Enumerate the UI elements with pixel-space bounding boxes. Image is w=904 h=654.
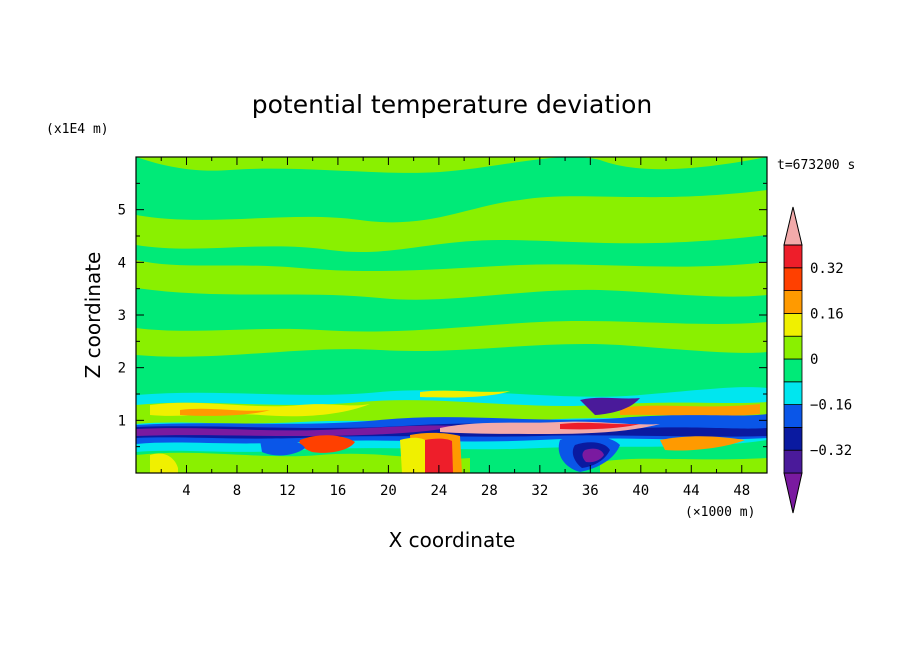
colorbar-extend-low: [783, 472, 803, 514]
x-tick-label: 48: [733, 483, 750, 499]
colorbar-tick-label: 0: [810, 352, 818, 368]
x-tick-label: 8: [233, 483, 241, 499]
colorbar-tick-label: 0.32: [810, 261, 844, 277]
colorbar-segment: [783, 335, 803, 360]
colorbar-tick-label: −0.32: [810, 443, 852, 459]
x-axis: 4 8 12 16 20 24 28 32 36 40 44 48: [160, 157, 750, 499]
contour-band: [136, 235, 767, 272]
chart-title: potential temperature deviation: [252, 90, 652, 119]
contour-band: [582, 448, 604, 463]
x-tick-label: 16: [329, 483, 346, 499]
x-tick-label: 28: [481, 483, 498, 499]
contour-band: [150, 453, 178, 473]
contour-band: [180, 408, 270, 416]
y-tick-label: 2: [118, 361, 126, 377]
x-tick-label: 4: [182, 483, 190, 499]
colorbar-tick-label: −0.16: [810, 398, 852, 414]
contour-band: [600, 458, 767, 473]
contour-band: [620, 404, 760, 416]
x-tick-label: 12: [279, 483, 296, 499]
contour-band: [136, 425, 460, 436]
colorbar-segment: [783, 404, 803, 428]
x-tick-label: 24: [430, 483, 447, 499]
contour-band: [136, 157, 767, 223]
contour-band: [136, 288, 767, 332]
colorbar-segment: [783, 290, 803, 314]
contour-field: [136, 157, 767, 473]
contour-band: [260, 438, 305, 456]
colorbar-segment: [783, 426, 803, 451]
y-tick-label: 3: [118, 308, 126, 324]
x-tick-label: 32: [531, 483, 548, 499]
contour-band: [660, 436, 745, 451]
y-axis-label: Z coordinate: [81, 252, 105, 379]
x-axis-label: X coordinate: [389, 528, 516, 552]
colorbar-segment: [783, 267, 803, 291]
x-unit-label: (×1000 m): [685, 505, 755, 520]
colorbar-segment: [783, 381, 803, 405]
colorbar: 0.32 0.16 0 −0.16 −0.32: [783, 206, 852, 514]
y-unit-label: (x1E4 m): [46, 122, 109, 137]
contour-band: [136, 452, 470, 473]
colorbar-extend-high: [783, 206, 803, 246]
x-tick-label: 20: [380, 483, 397, 499]
contour-band: [299, 435, 355, 453]
y-axis: 1 2 3 4 5: [118, 182, 767, 448]
colorbar-segment: [783, 312, 803, 337]
contour-band: [580, 397, 640, 415]
colorbar-tick-label: 0.16: [810, 306, 844, 322]
colorbar-segment: [783, 449, 803, 474]
contour-band: [560, 422, 640, 430]
y-tick-label: 4: [118, 255, 126, 271]
time-label: t=673200 s: [777, 158, 855, 173]
colorbar-segment: [783, 244, 803, 269]
y-tick-label: 1: [118, 413, 126, 429]
contour-band: [400, 437, 425, 473]
x-tick-label: 44: [683, 483, 700, 499]
y-tick-label: 5: [118, 203, 126, 219]
contour-band: [420, 390, 510, 398]
x-tick-label: 40: [632, 483, 649, 499]
colorbar-segment: [783, 358, 803, 383]
contour-band: [425, 438, 453, 473]
x-tick-label: 36: [582, 483, 599, 499]
